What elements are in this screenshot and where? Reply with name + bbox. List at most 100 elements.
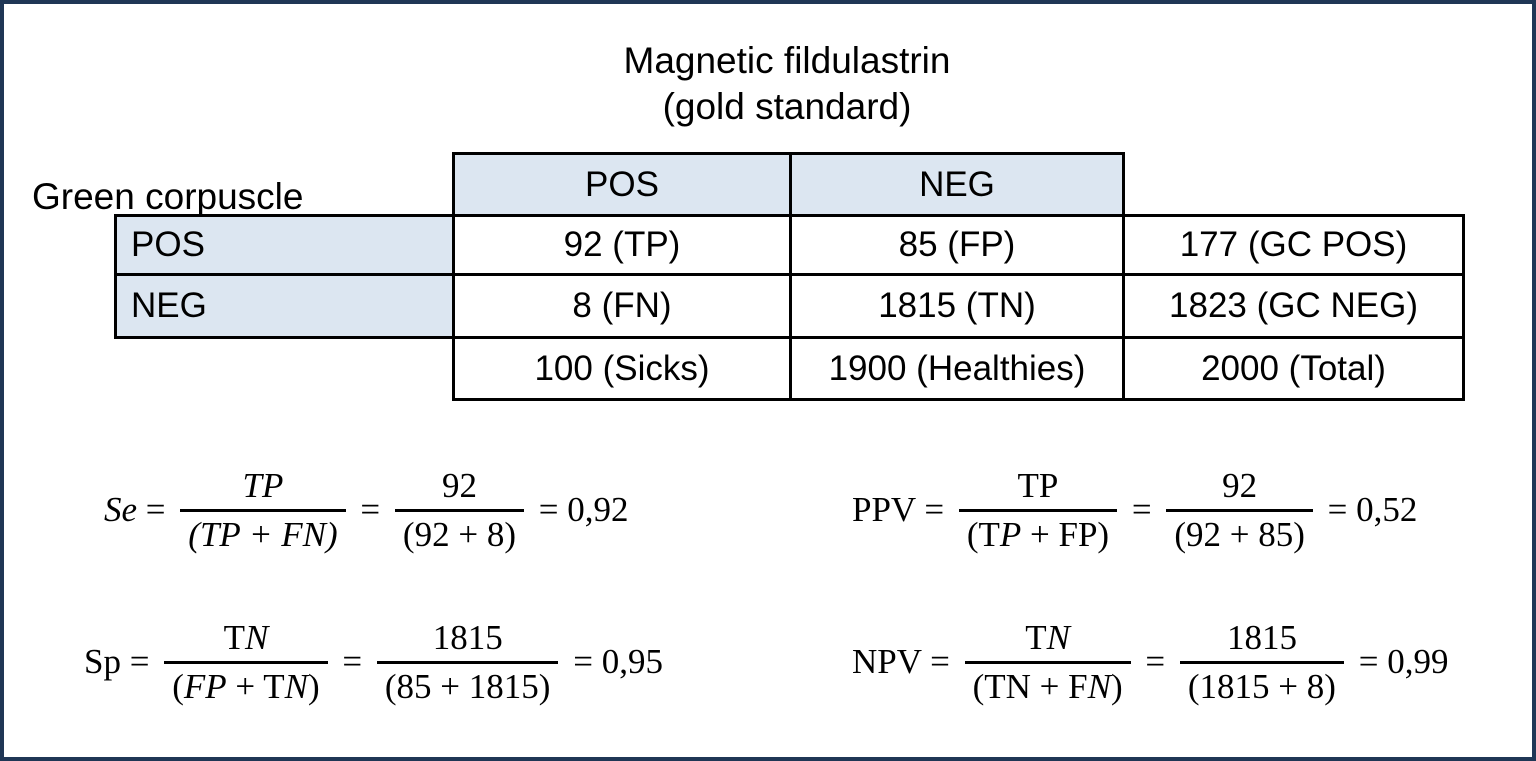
cell-gc-neg-total: 1823 (GC NEG) [1122,273,1465,339]
math-text: = [351,490,389,529]
cell-true-positives: 92 (TP) [452,214,792,276]
gold-standard-title-line1: Magnetic fildulastrin [623,40,951,81]
math-text: Sp = [84,642,159,681]
math-text: = [137,490,175,529]
formula-text: = [352,490,389,530]
math-text: (92 + 8) [402,514,516,554]
math-variable: N [1046,617,1071,657]
math-text: = 0,95 [564,642,663,681]
fraction-numerator: TP [180,465,345,509]
math-text: ) [308,666,320,706]
math-text: (85 + 1815) [384,666,551,706]
math-text: = [1136,642,1174,681]
math-variable: Se [104,490,138,529]
formula-text: = [1137,642,1174,682]
row-header-neg: NEG [114,273,455,339]
fraction-denominator: (TP + FP) [958,508,1118,556]
math-variable: P [999,514,1022,554]
math-text: (92 + 85) [1174,514,1305,554]
formula-negative-predictive-value: NPV = TN (TN + FN) = 1815 (1815 + 8) = 0,9… [852,606,1448,718]
fraction-denominator: (FP + TN) [164,660,328,708]
fraction: TP (TP + FP) [958,465,1118,556]
math-variable: N [1087,666,1111,706]
fraction-numerator: 92 [1166,465,1313,509]
cell-grand-total: 2000 (Total) [1122,336,1465,401]
math-variable: FP [183,666,227,706]
math-text: 92 [441,465,477,505]
math-text: TP [1017,465,1059,505]
math-text: (T [966,514,1000,554]
formula-text: NPV = [852,642,959,682]
col-header-pos: POS [452,152,792,217]
row-header-pos: POS [114,214,455,276]
fraction-numerator: 1815 [1180,617,1344,661]
col-header-neg: NEG [789,152,1125,217]
math-text: 1815 [1226,617,1297,657]
formula-text: PPV = [852,490,953,530]
formula-text: = 0,95 [564,642,663,682]
math-text: 92 [1222,465,1258,505]
fraction-numerator: TN [965,617,1131,661]
math-text: = [1123,490,1161,529]
table-row-column-headers: POS NEG [116,152,1464,217]
math-text: ) [1111,666,1123,706]
fraction-denominator: (92 + 85) [1166,508,1313,556]
math-text: 1815 [432,617,503,657]
row-axis-label: Green corpuscle [32,176,304,217]
formula-specificity: Sp = TN (FP + TN) = 1815 (85 + 1815) = 0,9… [84,606,663,718]
corner-spacer [116,338,454,400]
math-variable: N [244,617,269,657]
math-text: + T [226,666,285,706]
math-text: NPV = [852,642,959,681]
cell-false-negatives: 8 (FN) [452,273,792,339]
fraction: TN (TN + FN) [964,617,1131,708]
formula-text: = 0,92 [530,490,629,530]
formula-text: = [334,642,371,682]
formula-sensitivity: Se = TP (TP + FN) = 92 (92 + 8) = 0,92 [104,454,628,566]
fraction-denominator: (TP + FN) [180,508,346,556]
fraction-denominator: (85 + 1815) [376,660,559,708]
math-text: ( [172,666,184,706]
math-text: (TN + F [972,666,1088,706]
fraction-denominator: (1815 + 8) [1179,660,1344,708]
corner-spacer [1124,154,1464,216]
math-text: = 0,52 [1318,490,1418,529]
formula-text: = [1123,490,1160,530]
cell-gc-pos-total: 177 (GC POS) [1122,214,1465,276]
math-text: = 0,92 [529,490,629,529]
fraction-numerator: TP [959,465,1117,509]
cell-sicks-total: 100 (Sicks) [452,336,792,401]
formula-text: = 0,52 [1319,490,1418,530]
math-variable: (TP + FN) [188,514,338,554]
fraction-denominator: (92 + 8) [394,508,524,556]
table-row-totals: 100 (Sicks) 1900 (Healthies) 2000 (Total… [116,336,1465,401]
formula-positive-predictive-value: PPV = TP (TP + FP) = 92 (92 + 85) = 0,52 [852,454,1417,566]
math-text: PPV = [852,490,953,529]
contingency-table: POS NEG POS 92 (TP) 85 (FP) 177 (GC POS)… [114,152,1465,401]
fraction: 1815 (1815 + 8) [1179,617,1344,708]
cell-false-positives: 85 (FP) [789,214,1125,276]
table-row-neg: NEG 8 (FN) 1815 (TN) 1823 (GC NEG) [114,273,1465,339]
fraction: TP (TP + FN) [180,465,346,556]
cell-true-negatives: 1815 (TN) [789,273,1125,339]
fraction-numerator: 92 [395,465,524,509]
fraction-numerator: 1815 [377,617,559,661]
formula-text: = 0,99 [1350,642,1449,682]
fraction-numerator: TN [164,617,327,661]
math-text: = 0,99 [1349,642,1449,681]
math-text: T [223,617,245,657]
math-text: = [333,642,371,681]
math-text: T [1025,617,1047,657]
math-variable: N [284,666,308,706]
fraction: 92 (92 + 85) [1166,465,1313,556]
table-row-pos: POS 92 (TP) 85 (FP) 177 (GC POS) [114,214,1465,276]
fraction: 1815 (85 + 1815) [376,617,559,708]
math-text: (1815 + 8) [1187,666,1336,706]
fraction: 92 (92 + 8) [394,465,524,556]
cell-healthies-total: 1900 (Healthies) [789,336,1125,401]
fraction-denominator: (TN + FN) [964,660,1131,708]
math-variable: TP [242,465,284,505]
formula-text: Sp = [84,642,158,682]
gold-standard-title: Magnetic fildulastrin (gold standard) [452,38,1122,130]
